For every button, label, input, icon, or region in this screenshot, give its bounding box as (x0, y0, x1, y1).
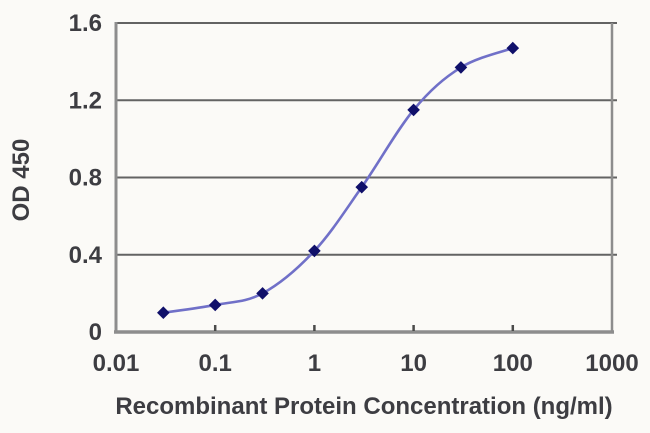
y-axis-title: OD 450 (8, 138, 35, 222)
x-tick-label: 1 (308, 350, 321, 377)
x-tick-label: 10 (400, 350, 427, 377)
y-tick-label: 1.6 (69, 10, 102, 37)
data-point-marker (157, 306, 170, 319)
data-point-marker (454, 61, 468, 74)
y-tick-label: 1.2 (69, 87, 102, 114)
x-tick-label: 0.01 (93, 350, 140, 377)
data-point-marker (506, 41, 520, 55)
y-tick-label: 0 (89, 319, 102, 346)
series-line (163, 46, 514, 314)
x-tick-label: 0.1 (199, 350, 232, 377)
data-point-marker (308, 244, 321, 258)
x-tick-label: 100 (493, 350, 533, 377)
y-tick-label: 0.8 (69, 165, 102, 192)
data-point-marker (407, 103, 420, 117)
data-point-marker (355, 180, 369, 194)
x-tick-label: 1000 (585, 350, 638, 377)
data-point-marker (256, 287, 269, 300)
y-tick-label: 0.4 (69, 242, 103, 269)
x-axis-title: Recombinant Protein Concentration (ng/ml… (115, 393, 613, 420)
data-point-marker (208, 298, 222, 312)
